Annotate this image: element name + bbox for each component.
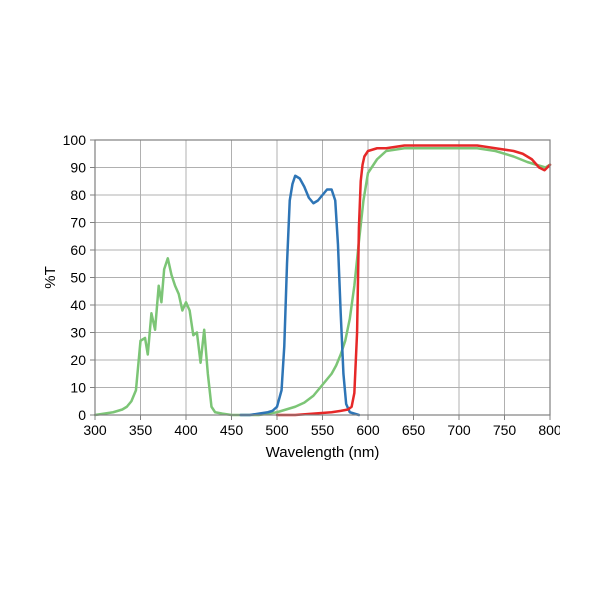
xtick-label: 750	[493, 422, 517, 438]
y-axis-label: %T	[42, 266, 59, 289]
xtick-label: 800	[538, 422, 560, 438]
xtick-label: 600	[356, 422, 380, 438]
xtick-label: 300	[83, 422, 107, 438]
ytick-label: 20	[70, 352, 86, 368]
ytick-label: 30	[70, 325, 86, 341]
xtick-label: 500	[265, 422, 289, 438]
xtick-label: 450	[220, 422, 244, 438]
xtick-label: 350	[129, 422, 153, 438]
xtick-label: 700	[447, 422, 471, 438]
ytick-label: 0	[78, 407, 86, 423]
transmission-spectrum-chart: 300 350 400 450 500 550 600 650 700 750 800 0 10 20 30…	[40, 130, 560, 470]
xtick-label: 550	[311, 422, 335, 438]
ytick-label: 70	[70, 215, 86, 231]
ytick-label: 40	[70, 297, 86, 313]
ytick-label: 10	[70, 380, 86, 396]
ytick-label: 90	[70, 160, 86, 176]
x-axis-label: Wavelength (nm)	[266, 444, 380, 461]
xtick-label: 400	[174, 422, 198, 438]
ytick-label: 60	[70, 242, 86, 258]
ytick-label: 100	[63, 132, 87, 148]
ytick-label: 50	[70, 270, 86, 286]
xtick-label: 650	[402, 422, 426, 438]
chart-svg: 300 350 400 450 500 550 600 650 700 750 800 0 10 20 30…	[40, 130, 560, 470]
ytick-label: 80	[70, 187, 86, 203]
